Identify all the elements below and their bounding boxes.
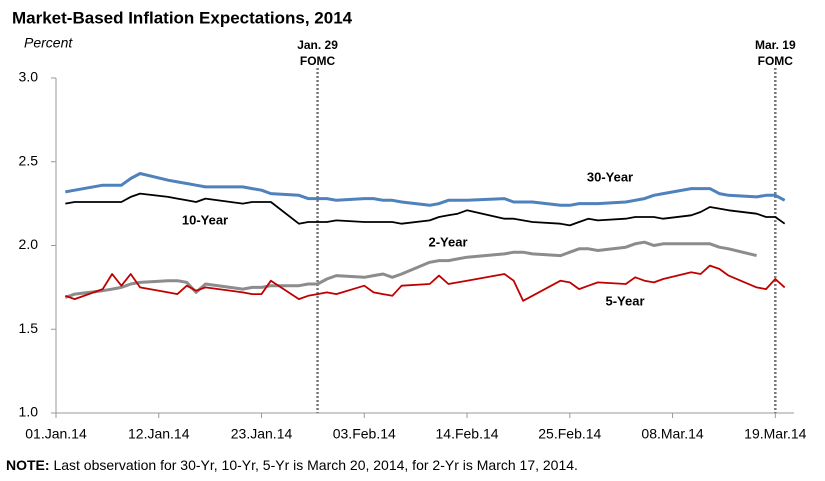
x-tick-label: 25.Feb.14 xyxy=(538,426,601,442)
chart-title: Market-Based Inflation Expectations, 201… xyxy=(12,8,353,27)
series-line xyxy=(64,240,757,299)
y-tick-label: 1.5 xyxy=(19,320,39,336)
series-label: 10-Year xyxy=(182,212,228,227)
series-line xyxy=(65,264,786,302)
x-tick-label: 12.Jan.14 xyxy=(128,426,190,442)
y-tick-label: 3.0 xyxy=(19,69,39,85)
x-tick-label: 23.Jan.14 xyxy=(231,426,293,442)
y-tick-label: 2.0 xyxy=(19,236,39,252)
note-text: Last observation for 30-Yr, 10-Yr, 5-Yr … xyxy=(50,457,578,473)
x-tick-label: 08.Mar.14 xyxy=(641,426,703,442)
note: NOTE: Last observation for 30-Yr, 10-Yr,… xyxy=(6,457,578,473)
annotation-label: Mar. 19 xyxy=(755,38,796,52)
note-label: NOTE: xyxy=(6,457,50,473)
x-tick-label: 19.Mar.14 xyxy=(744,426,806,442)
series-line xyxy=(65,192,786,227)
y-axis-label: Percent xyxy=(24,35,73,51)
series-label: 5-Year xyxy=(605,293,644,308)
annotation-label: FOMC xyxy=(300,54,336,68)
annotation-label: FOMC xyxy=(758,54,794,68)
series-label: 30-Year xyxy=(587,169,633,184)
series-label: 2-Year xyxy=(428,234,467,249)
series-line xyxy=(65,172,786,207)
x-tick-label: 14.Feb.14 xyxy=(436,426,499,442)
y-tick-label: 2.5 xyxy=(19,152,39,168)
x-tick-label: 01.Jan.14 xyxy=(25,426,87,442)
x-tick-label: 03.Feb.14 xyxy=(333,426,396,442)
annotation-label: Jan. 29 xyxy=(297,38,338,52)
y-tick-label: 1.0 xyxy=(19,404,39,420)
